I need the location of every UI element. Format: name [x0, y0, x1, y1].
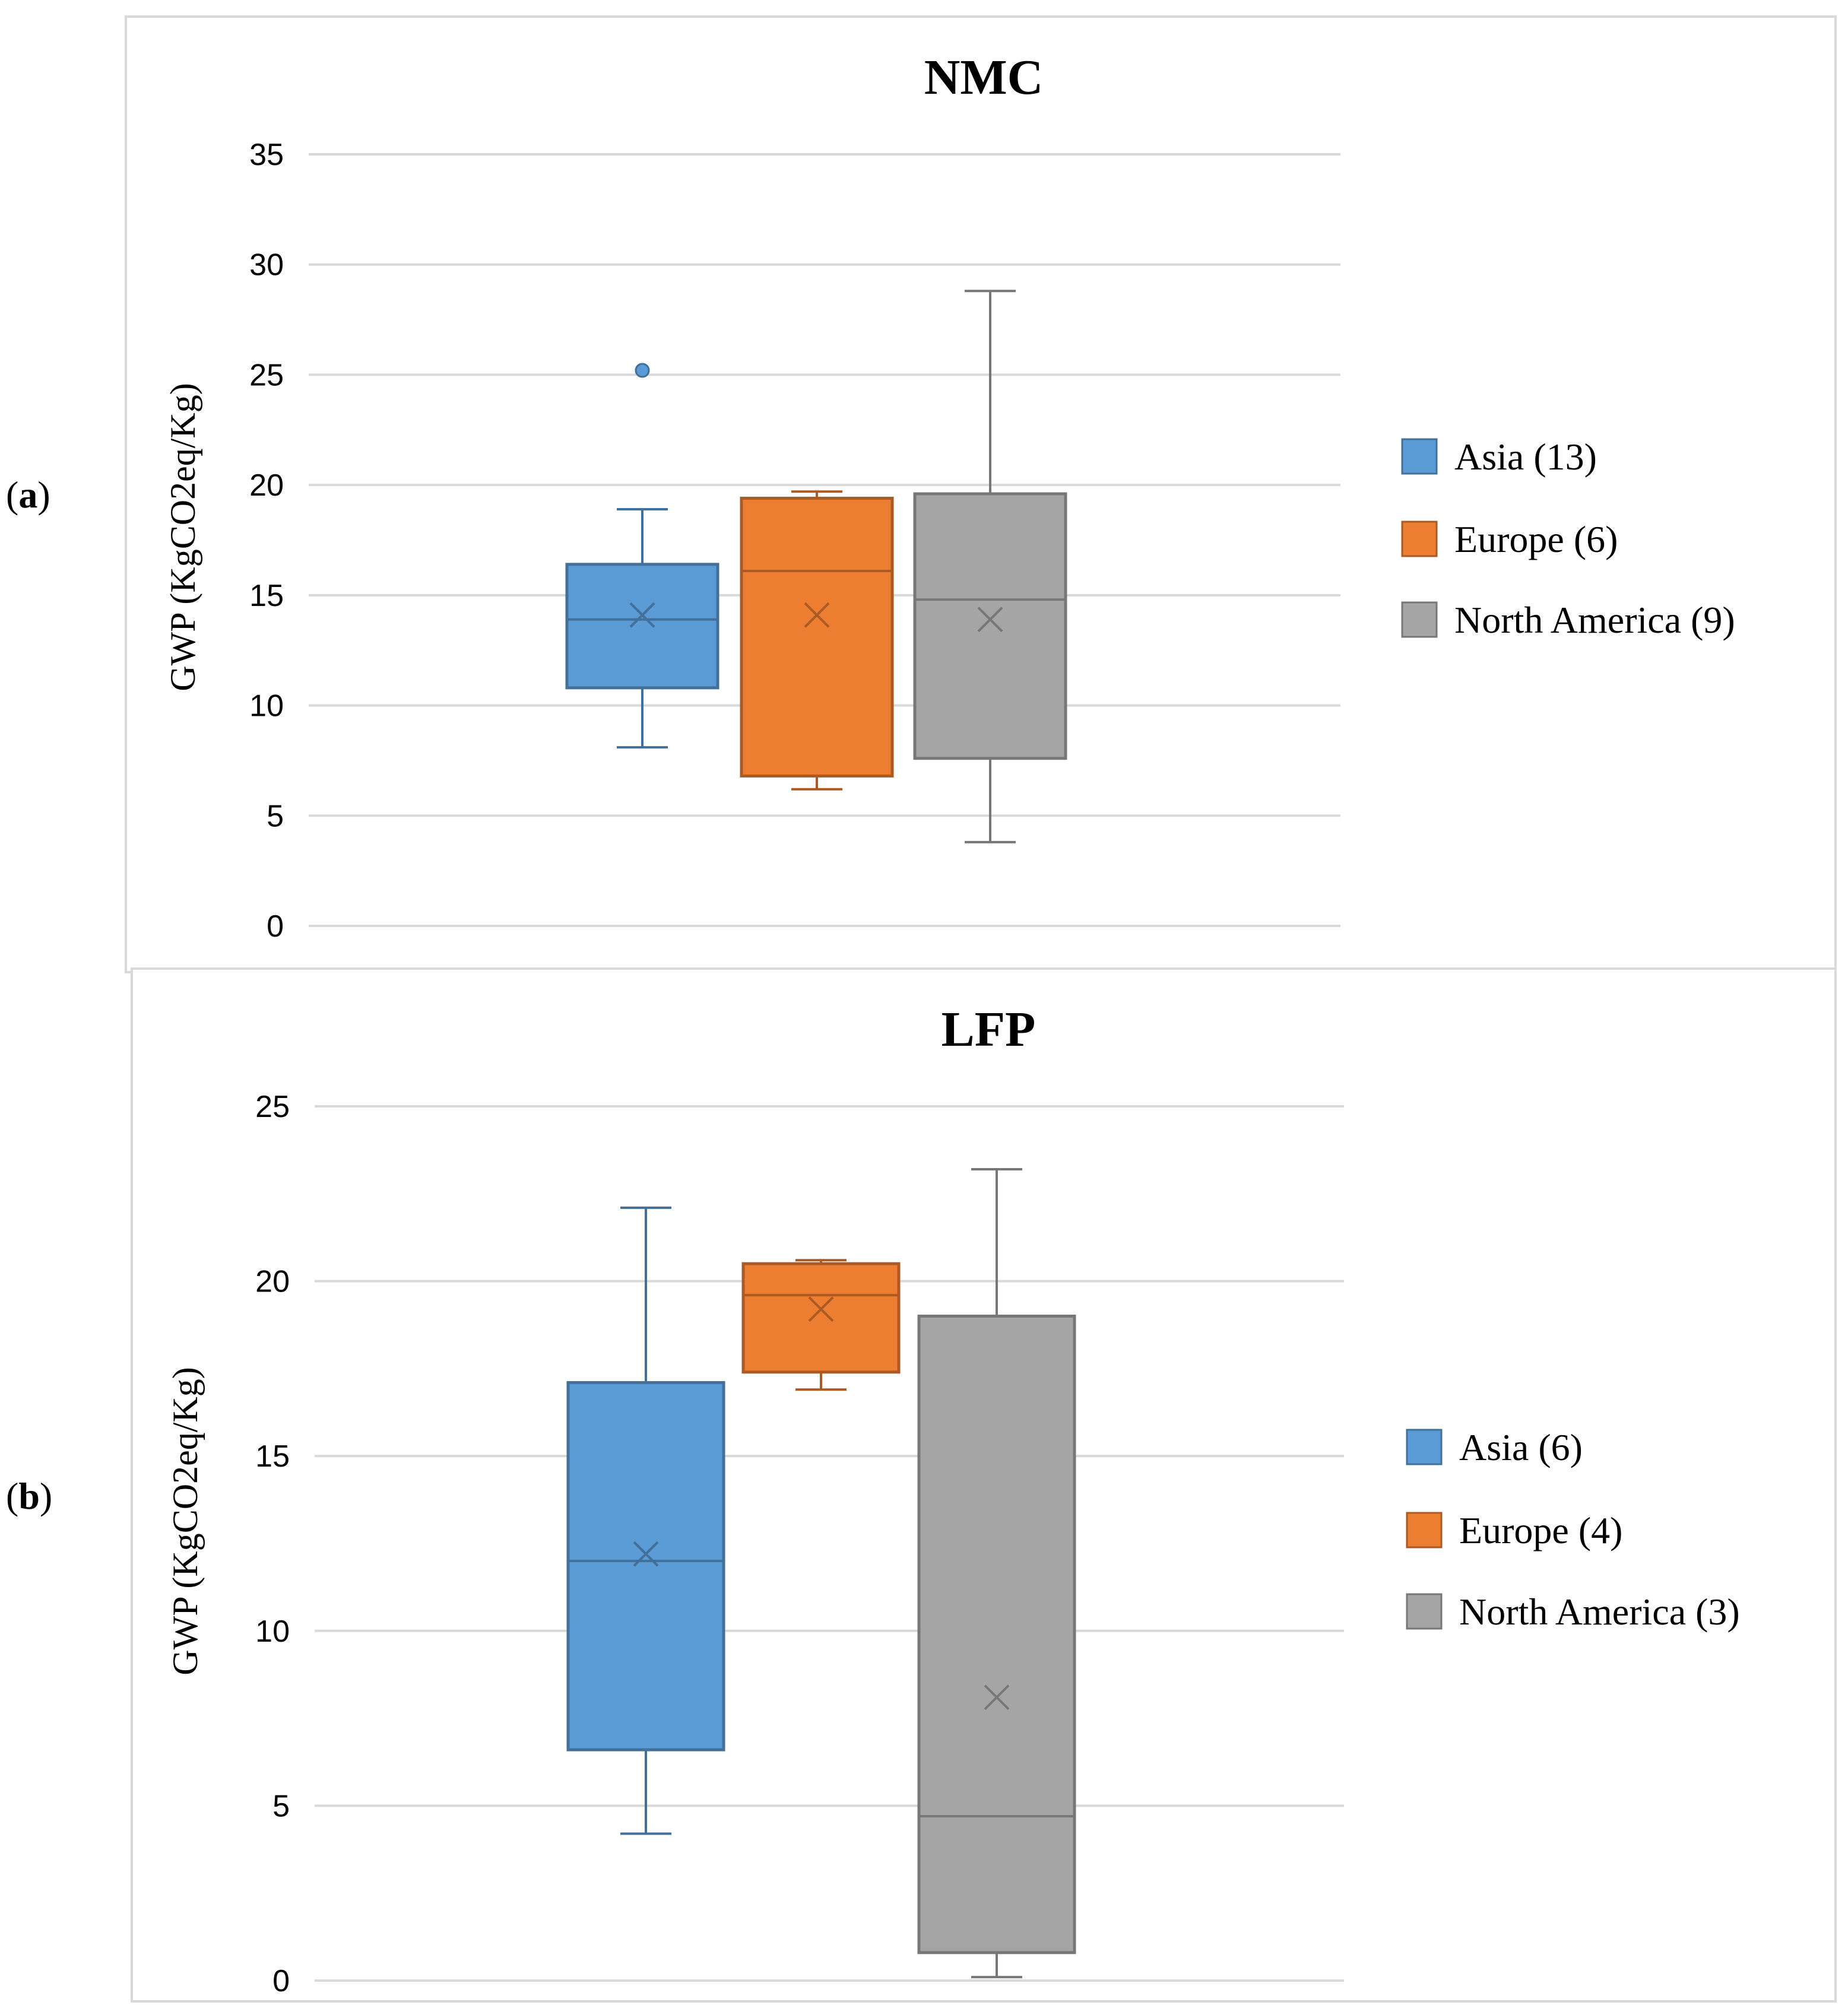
y-tick-label: 10: [249, 689, 284, 724]
chart-b-legend: Asia (6) Europe (4) North America (3): [1406, 1426, 1740, 1633]
legend-entry: Asia (13): [1454, 436, 1597, 478]
mean-marker: [984, 1684, 1010, 1711]
box-iqr: [741, 1262, 901, 1374]
y-tick-label: 20: [255, 1265, 290, 1299]
box-iqr: [565, 563, 719, 690]
y-tick-label: 5: [272, 1789, 290, 1823]
legend-swatch: [1406, 1512, 1443, 1548]
chart-b-title: LFP: [942, 1002, 1036, 1057]
y-tick-label: 30: [249, 248, 284, 283]
outlier-point: [635, 363, 650, 378]
y-tick-label: 0: [272, 1964, 290, 1998]
box-asia: [565, 363, 719, 749]
box-iqr: [913, 492, 1067, 760]
mean-marker: [808, 1296, 834, 1322]
chart-a-title: NMC: [924, 50, 1044, 105]
box-iqr: [917, 1315, 1076, 1954]
y-tick-label: 25: [249, 358, 284, 392]
box-north-america: [917, 1168, 1076, 1979]
legend-swatch: [1401, 521, 1438, 557]
box-asia: [566, 1206, 725, 1835]
y-tick-label: 5: [267, 799, 284, 833]
chart-a-plot: 0 5 10 15 20 25 30 35: [249, 138, 1340, 944]
box-north-america: [913, 290, 1067, 843]
chart-b-plot: 0 5 10 15 20 25: [255, 1090, 1344, 1998]
y-tick-label: 20: [249, 468, 284, 503]
y-tick-label: 15: [255, 1439, 290, 1474]
mean-marker: [629, 602, 655, 628]
box-europe: [741, 1259, 901, 1391]
y-tick-label: 15: [249, 579, 284, 613]
mean-marker: [977, 607, 1003, 633]
y-tick-label: 35: [249, 138, 284, 172]
y-tick-label: 10: [255, 1614, 290, 1649]
legend-entry: Europe (4): [1459, 1509, 1622, 1551]
legend-entry: North America (9): [1454, 599, 1735, 641]
legend-swatch: [1406, 1429, 1443, 1465]
mean-marker: [804, 602, 830, 628]
legend-swatch: [1401, 601, 1438, 638]
y-tick-label: 0: [267, 909, 284, 944]
legend-swatch: [1406, 1593, 1443, 1630]
legend-entry: Europe (6): [1454, 518, 1618, 560]
legend-swatch: [1401, 438, 1438, 475]
mean-marker: [633, 1541, 659, 1567]
chart-a-ylabel: GWP (KgCO2eq/Kg): [163, 383, 202, 691]
legend-entry: North America (3): [1459, 1591, 1740, 1633]
panel-label-b: (b): [6, 1475, 52, 1517]
box-iqr: [740, 496, 894, 778]
box-iqr: [566, 1381, 725, 1751]
y-tick-label: 25: [255, 1090, 290, 1124]
chart-a-legend: Asia (13) Europe (6) North America (9): [1401, 436, 1735, 641]
chart-b-ylabel: GWP (KgCO2eq/Kg): [166, 1367, 205, 1675]
legend-entry: Asia (6): [1459, 1426, 1583, 1468]
panel-label-a: (a): [6, 474, 50, 516]
box-europe: [740, 490, 894, 791]
